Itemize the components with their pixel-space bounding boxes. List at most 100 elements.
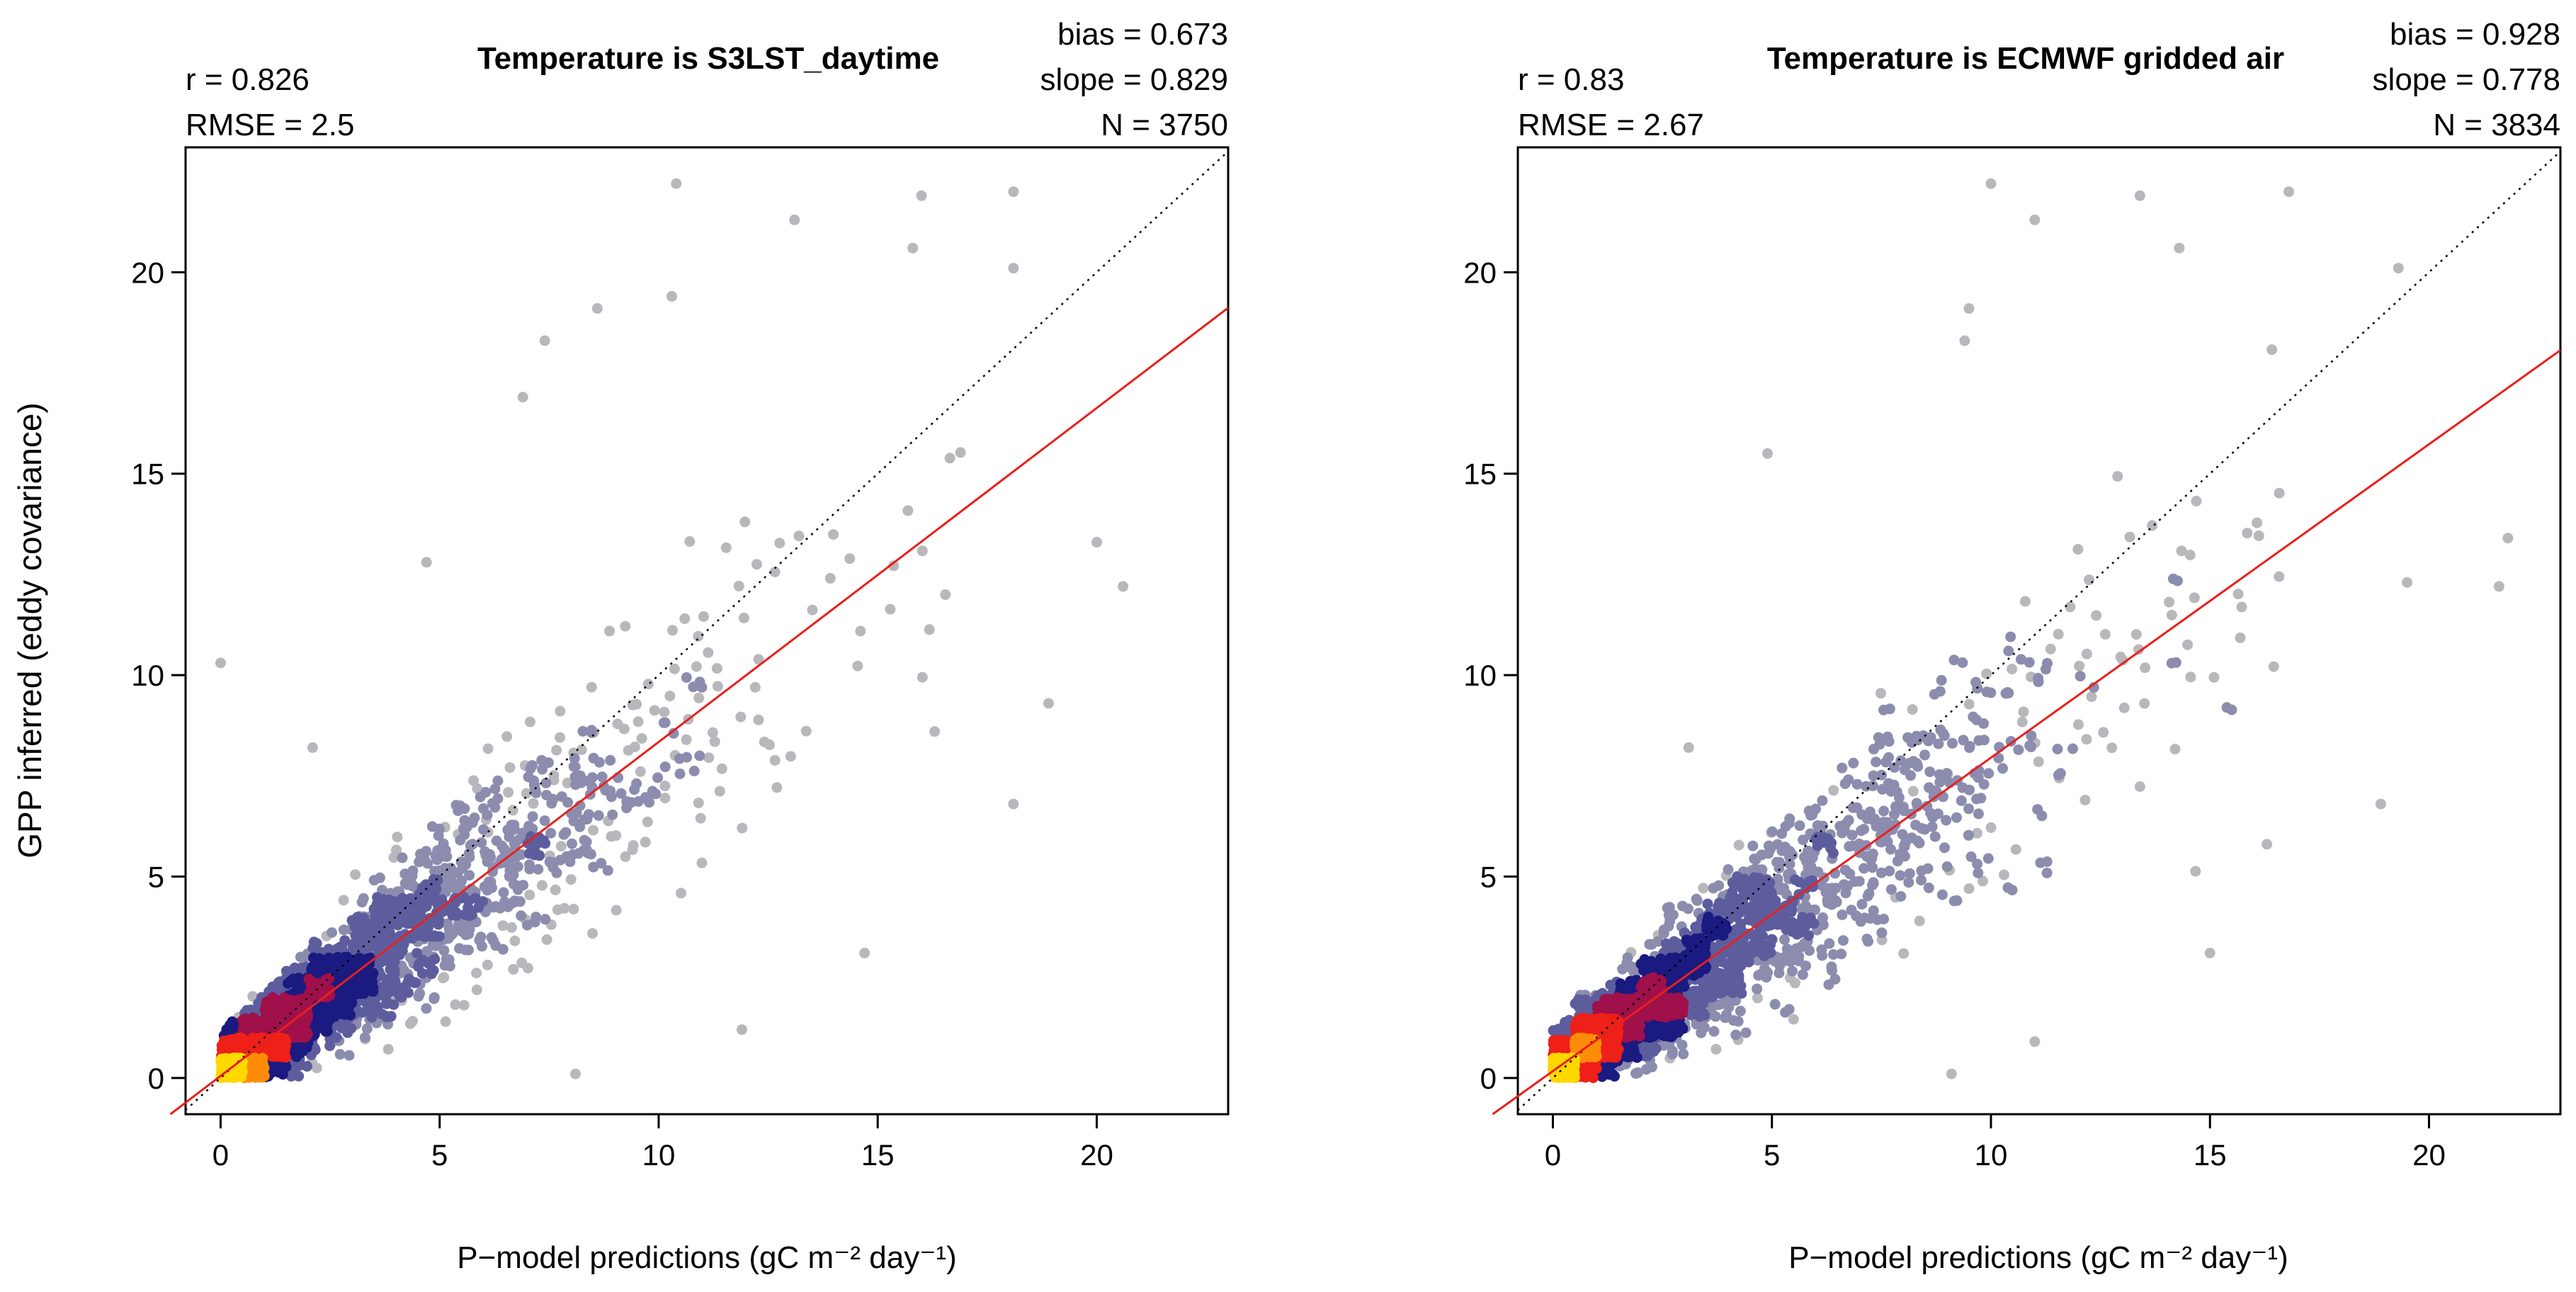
data-point bbox=[540, 777, 552, 788]
data-point bbox=[288, 973, 299, 985]
data-point bbox=[1973, 808, 1984, 820]
data-point bbox=[1762, 967, 1774, 978]
data-point bbox=[1785, 956, 1796, 967]
data-point bbox=[1933, 738, 1944, 749]
data-point bbox=[1739, 873, 1750, 885]
data-point bbox=[1587, 1072, 1599, 1084]
data-point bbox=[793, 531, 805, 542]
data-point bbox=[1889, 809, 1900, 820]
data-point bbox=[1876, 927, 1888, 939]
data-point bbox=[1902, 732, 1914, 743]
data-point bbox=[2402, 577, 2412, 588]
data-point bbox=[237, 1014, 249, 1026]
data-point bbox=[1907, 704, 1918, 715]
x-tick-label: 5 bbox=[431, 1138, 448, 1172]
data-point bbox=[1640, 1064, 1652, 1075]
data-point bbox=[1878, 704, 1889, 715]
data-point bbox=[607, 809, 618, 820]
data-point bbox=[530, 784, 540, 795]
data-point bbox=[1889, 761, 1900, 773]
data-point bbox=[2184, 550, 2196, 560]
data-point bbox=[570, 1068, 581, 1080]
data-point bbox=[1723, 864, 1734, 875]
data-point bbox=[474, 934, 485, 946]
data-point bbox=[1008, 798, 1019, 810]
data-point bbox=[632, 716, 644, 727]
data-point bbox=[1735, 1005, 1746, 1016]
data-point bbox=[769, 754, 781, 766]
data-point bbox=[429, 866, 440, 877]
data-point bbox=[320, 1010, 331, 1021]
data-point bbox=[2133, 644, 2144, 655]
data-point bbox=[324, 1041, 336, 1051]
data-point bbox=[737, 822, 748, 834]
stat-r: r = 0.826 bbox=[186, 62, 310, 97]
data-point bbox=[1667, 1048, 1678, 1060]
data-point bbox=[1918, 730, 1929, 742]
data-point bbox=[507, 805, 518, 816]
data-point bbox=[429, 931, 440, 942]
data-point bbox=[280, 1034, 291, 1045]
data-point bbox=[694, 750, 705, 761]
data-point bbox=[533, 863, 544, 875]
data-point bbox=[568, 761, 579, 772]
data-point bbox=[2502, 533, 2514, 544]
data-point bbox=[1975, 793, 1987, 804]
data-point bbox=[2253, 530, 2264, 541]
data-point bbox=[1797, 903, 1808, 914]
data-point bbox=[1888, 779, 1900, 790]
data-point bbox=[1869, 813, 1880, 824]
data-point bbox=[550, 884, 561, 895]
data-point bbox=[627, 844, 638, 856]
y-tick-label: 15 bbox=[131, 458, 164, 491]
data-point bbox=[528, 798, 539, 809]
data-point bbox=[455, 856, 467, 868]
data-point bbox=[1789, 978, 1800, 989]
data-point bbox=[1872, 914, 1883, 925]
data-point bbox=[1922, 863, 1934, 874]
data-point bbox=[623, 744, 634, 756]
data-point bbox=[1957, 657, 1968, 668]
data-point bbox=[885, 604, 896, 615]
data-point bbox=[439, 960, 450, 971]
data-point bbox=[555, 706, 566, 717]
data-point bbox=[229, 1035, 241, 1046]
data-point bbox=[2075, 671, 2086, 682]
data-point bbox=[1678, 1048, 1689, 1060]
data-point bbox=[1964, 742, 1975, 754]
data-point bbox=[2174, 242, 2185, 254]
plot-frame bbox=[184, 146, 1230, 1116]
data-point bbox=[1735, 980, 1747, 992]
data-point bbox=[1934, 686, 1946, 697]
data-point bbox=[737, 1024, 747, 1036]
data-point bbox=[1750, 906, 1761, 917]
data-point bbox=[1878, 805, 1890, 817]
data-point bbox=[1842, 880, 1854, 892]
data-point bbox=[1645, 1020, 1656, 1031]
data-point bbox=[844, 553, 856, 565]
data-point bbox=[446, 878, 457, 890]
data-point bbox=[1708, 929, 1719, 940]
data-point bbox=[917, 672, 928, 683]
data-point bbox=[1663, 993, 1674, 1004]
data-point bbox=[1762, 448, 1773, 459]
data-point bbox=[539, 335, 550, 346]
data-point bbox=[774, 538, 785, 549]
data-point bbox=[1868, 770, 1879, 781]
data-point bbox=[1758, 941, 1769, 953]
data-point bbox=[671, 178, 682, 189]
data-point bbox=[1710, 973, 1721, 985]
stat-bias: bias = 0.928 bbox=[2390, 17, 2560, 52]
data-point bbox=[1844, 868, 1856, 880]
data-point bbox=[2268, 661, 2279, 672]
data-point bbox=[688, 681, 699, 693]
data-point bbox=[498, 887, 509, 898]
data-point bbox=[479, 881, 490, 892]
data-point bbox=[2010, 844, 2021, 855]
data-point bbox=[2000, 688, 2012, 699]
data-point bbox=[1740, 944, 1750, 955]
data-point bbox=[1774, 960, 1786, 971]
data-point bbox=[1708, 1026, 1720, 1037]
